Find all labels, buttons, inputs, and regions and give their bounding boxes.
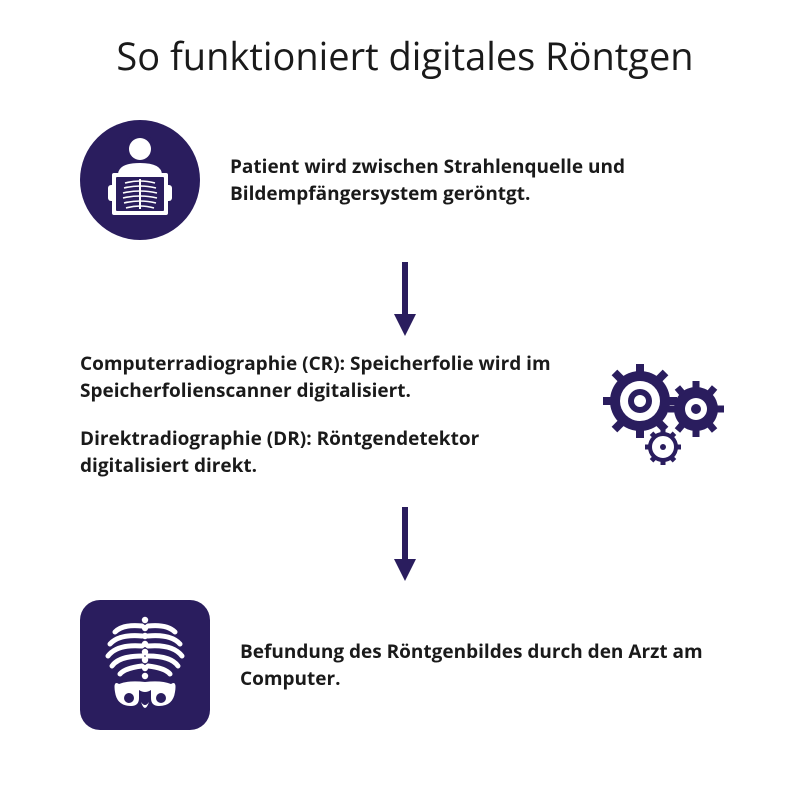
step-3: Befundung des Röntgenbildes durch den Ar… xyxy=(80,600,730,730)
step-1-text: Patient wird zwischen Strahlenquelle und… xyxy=(230,153,730,206)
skeleton-xray-icon xyxy=(80,600,210,730)
arrow-2-icon xyxy=(390,505,420,583)
step-2: Computerradiographie (CR): Speicherfolie… xyxy=(80,350,730,478)
patient-xray-icon xyxy=(80,120,200,240)
gears-icon xyxy=(600,359,730,469)
step-2-text-a: Computerradiographie (CR): Speicherfolie… xyxy=(80,350,570,403)
page-title: So funktioniert digitales Röntgen xyxy=(0,30,810,82)
arrow-1-icon xyxy=(390,260,420,338)
step-2-text-b: Direktradiographie (DR): Röntgendetektor… xyxy=(80,425,570,478)
step-3-text: Befundung des Röntgenbildes durch den Ar… xyxy=(240,638,730,691)
step-1: Patient wird zwischen Strahlenquelle und… xyxy=(80,120,730,240)
